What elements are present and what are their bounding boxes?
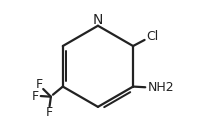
Text: Cl: Cl bbox=[147, 30, 159, 43]
Text: NH2: NH2 bbox=[148, 81, 175, 94]
Text: N: N bbox=[93, 13, 103, 27]
Text: F: F bbox=[35, 78, 43, 91]
Text: F: F bbox=[46, 105, 53, 119]
Text: F: F bbox=[32, 90, 39, 103]
